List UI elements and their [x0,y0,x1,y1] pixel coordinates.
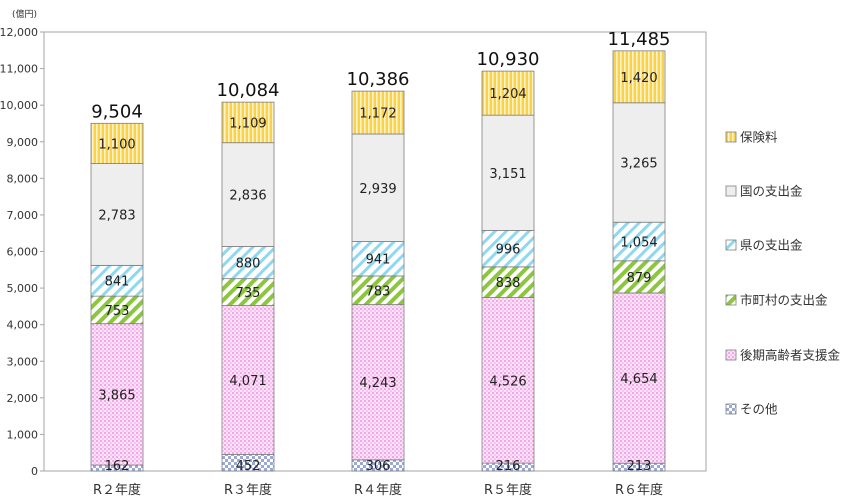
bar-segment [90,323,144,466]
legend-label: 国の支出金 [740,184,803,199]
segment-value-label: 1,420 [620,71,657,86]
x-tick-label: R６年度 [615,482,663,498]
bar-segment [221,305,275,455]
segment-value-label: 996 [496,243,521,258]
x-axis: R２年度 R３年度 R４年度 R５年度 R６年度 [93,482,663,498]
segment-value-label: 1,172 [359,107,396,122]
segment-value-label: 162 [105,459,130,474]
segment-value-label: 3,151 [489,167,526,182]
y-tick-label: 9,000 [7,136,39,149]
total-value-label: 11,485 [608,29,671,50]
y-tick-label: 3,000 [7,355,39,368]
segment-value-label: 783 [366,284,391,299]
x-tick-label: R３年度 [224,482,272,498]
bar-segment [481,266,535,298]
y-tick-label: 1,000 [7,428,39,441]
bar-segment [90,163,144,266]
segment-value-label: 2,783 [98,208,135,223]
segment-value-label: 3,865 [98,388,135,403]
x-tick-label: R５年度 [484,482,532,498]
bar-segment [481,297,535,464]
legend-label: 保険料 [740,130,778,145]
bar-segment [221,142,275,247]
total-value-label: 9,504 [91,101,143,122]
y-tick-label: 0 [31,465,38,478]
y-tick-label: 6,000 [7,246,39,259]
segment-value-label: 4,071 [229,374,266,389]
legend-swatch [725,239,737,251]
legend-label: 県の支出金 [740,238,803,253]
bar-segment [90,264,144,297]
segment-value-label: 4,654 [620,372,657,387]
bar-segment [481,230,535,268]
bar-segment [351,241,405,277]
bar-stack: 162 3,865 753 841 2,783 1,100 9,504 [90,101,144,474]
legend-swatch [725,403,737,415]
segment-value-label: 1,109 [229,116,266,131]
segment-value-label: 4,243 [359,376,396,391]
y-tick-label: 12,000 [0,26,38,39]
bar-segment [481,114,535,231]
segment-value-label: 3,265 [620,157,657,172]
bar-segment [351,275,405,305]
segment-value-label: 2,939 [359,182,396,197]
segment-value-label: 213 [627,459,652,474]
y-tick-label: 4,000 [7,319,39,332]
segment-value-label: 879 [627,271,652,286]
segment-value-label: 306 [366,459,391,474]
bar-stack: 216 4,526 838 996 3,151 1,204 10,930 [477,49,540,474]
segment-value-label: 2,836 [229,189,266,204]
bar-segment [351,304,405,461]
total-value-label: 10,930 [477,49,540,70]
legend-label: その他 [740,402,778,417]
bar-segment [612,260,666,294]
legend-label: 後期高齢者支援金 [740,348,841,363]
bar-segment [90,122,144,164]
bar-segment [351,90,405,135]
bar-segment [221,246,275,280]
segment-value-label: 753 [105,304,130,319]
y-tick-label: 8,000 [7,172,39,185]
x-tick-label: R２年度 [93,482,141,498]
bar-segment [481,70,535,116]
bar-stack: 213 4,654 879 1,054 3,265 1,420 11,485 [608,29,671,474]
segment-value-label: 838 [496,276,521,291]
y-tick-label: 5,000 [7,282,39,295]
y-tick-label: 11,000 [0,63,38,76]
segment-value-label: 1,204 [489,87,526,102]
bar-stack: 306 4,243 783 941 2,939 1,172 10,386 [347,69,410,474]
bar-segment [612,292,666,464]
legend-swatch [725,185,737,197]
bars-group: 162 3,865 753 841 2,783 1,100 9,504 452 4,071 735… [90,29,671,474]
segment-value-label: 1,100 [98,137,135,152]
segment-value-label: 880 [236,257,261,272]
y-tick-label: 2,000 [7,392,39,405]
unit-label: (億円) [12,8,37,20]
bar-segment [351,133,405,242]
legend-swatch [725,294,737,306]
segment-value-label: 941 [366,253,391,268]
y-tick-label: 7,000 [7,209,39,222]
legend-swatch [725,131,737,143]
bar-stack: 452 4,071 735 880 2,836 1,109 10,084 [217,80,280,474]
segment-value-label: 1,054 [620,236,657,251]
y-tick-label: 10,000 [0,99,38,112]
segment-value-label: 735 [236,286,261,301]
bar-segment [612,50,666,104]
segment-value-label: 216 [496,459,521,474]
segment-value-label: 452 [236,459,261,474]
legend-label: 市町村の支出金 [740,293,828,308]
total-value-label: 10,386 [347,69,410,90]
legend-swatch [725,349,737,361]
total-value-label: 10,084 [217,80,280,101]
segment-value-label: 841 [105,275,130,290]
bar-segment [221,278,275,306]
x-tick-label: R４年度 [354,482,402,498]
bar-segment [221,101,275,144]
segment-value-label: 4,526 [489,374,526,389]
